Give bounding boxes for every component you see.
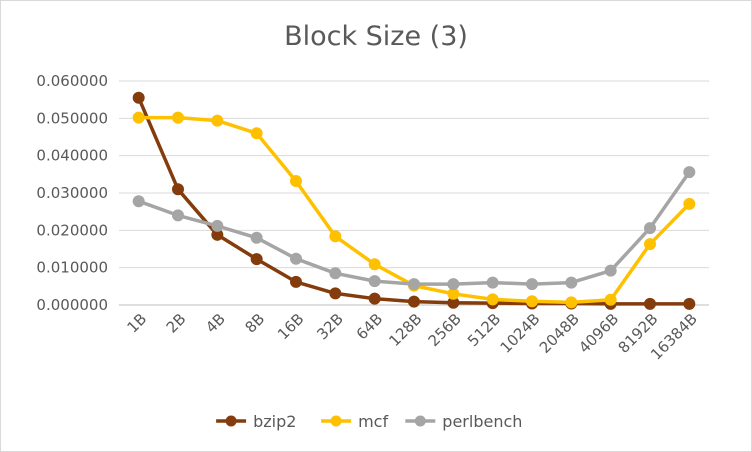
legend-item-perlbench: perlbench	[405, 412, 522, 431]
x-tick-label: 4096B	[575, 310, 622, 357]
legend-label: bzip2	[253, 412, 296, 431]
series-perlbench	[132, 166, 696, 291]
x-tick-label: 2B	[163, 310, 190, 337]
legend-marker	[225, 415, 237, 427]
y-tick-label: 0.050000	[36, 109, 108, 127]
y-tick-label: 0.040000	[36, 147, 108, 165]
x-tick-label: 2048B	[536, 310, 583, 357]
data-point	[408, 278, 420, 291]
y-tick-label: 0.020000	[36, 221, 108, 239]
data-point	[329, 267, 342, 280]
data-point	[132, 111, 145, 124]
data-point	[604, 293, 617, 306]
data-point	[368, 275, 381, 288]
data-point	[172, 111, 184, 124]
x-tick-label: 1024B	[497, 310, 544, 357]
data-point	[368, 292, 381, 305]
data-point	[290, 275, 302, 288]
data-point	[526, 295, 538, 308]
data-point	[447, 278, 460, 291]
y-tick-label: 0.030000	[36, 184, 108, 202]
data-point	[329, 287, 342, 300]
data-point	[526, 278, 538, 291]
data-point	[172, 209, 184, 222]
legend-marker	[414, 415, 426, 427]
data-point	[172, 183, 184, 196]
data-point	[408, 295, 420, 308]
data-point	[250, 127, 263, 140]
x-tick-label: 4B	[202, 310, 229, 337]
data-point	[565, 276, 578, 289]
x-tick-label: 8B	[241, 310, 268, 337]
chart-title: Block Size (3)	[284, 21, 468, 52]
data-point	[486, 276, 499, 289]
data-point	[368, 258, 381, 271]
data-point	[132, 195, 145, 208]
data-point	[604, 264, 617, 277]
x-tick-label: 64B	[353, 310, 387, 344]
data-point	[290, 252, 302, 265]
x-tick-label: 1B	[123, 310, 150, 337]
data-point	[644, 238, 656, 251]
legend-item-bzip2: bzip2	[216, 412, 296, 431]
y-tick-label: 0.060000	[36, 72, 108, 90]
legend-label: perlbench	[442, 412, 522, 431]
x-tick-label: 16B	[274, 310, 308, 344]
x-tick-label: 256B	[425, 310, 465, 350]
data-point	[683, 297, 696, 310]
data-point	[644, 297, 656, 310]
y-tick-label: 0.010000	[36, 259, 108, 277]
data-point	[683, 197, 696, 210]
data-point	[486, 293, 499, 306]
data-point	[132, 91, 145, 104]
data-point	[211, 219, 224, 232]
y-tick-label: 0.000000	[36, 296, 108, 314]
data-point	[211, 114, 224, 127]
data-point	[250, 231, 263, 244]
legend-label: mcf	[358, 412, 388, 431]
data-point	[565, 296, 578, 309]
data-point	[683, 166, 696, 179]
legend-item-mcf: mcf	[321, 412, 388, 431]
x-tick-label: 128B	[385, 310, 425, 350]
data-point	[329, 230, 342, 243]
data-point	[250, 253, 263, 266]
data-point	[290, 175, 302, 188]
data-point	[644, 222, 656, 235]
x-tick-label: 32B	[313, 310, 347, 344]
legend-marker	[330, 415, 342, 427]
